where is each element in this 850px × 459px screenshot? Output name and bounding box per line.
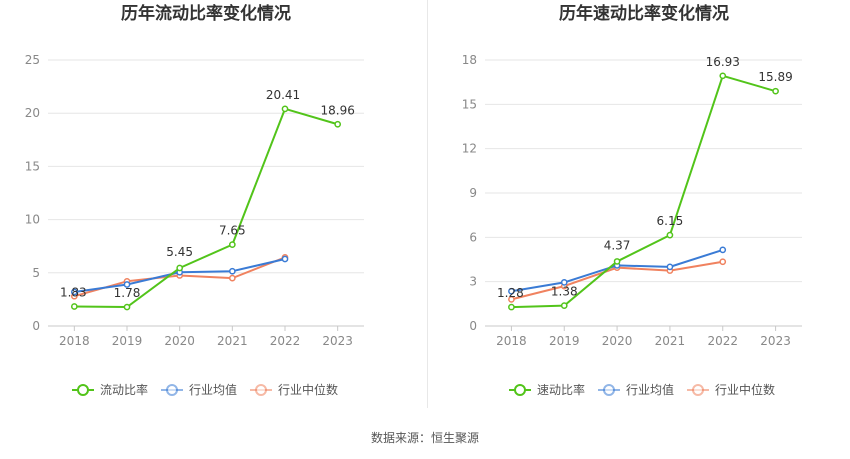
- data-point-mean: [70, 288, 78, 296]
- data-point-median: [719, 258, 727, 266]
- data-label: 6.15: [657, 214, 684, 228]
- data-point-main: [228, 241, 236, 248]
- legend-swatch-marker: [255, 384, 267, 396]
- data-point-mean: [228, 267, 236, 275]
- y-tick-label: 10: [25, 213, 40, 227]
- legend-label: 流动比率: [100, 382, 148, 397]
- y-tick-label: 25: [25, 53, 40, 67]
- y-tick-label: 6: [469, 230, 477, 244]
- x-tick-label: 2021: [217, 334, 248, 348]
- data-point-main: [666, 231, 674, 239]
- y-tick-label: 3: [469, 275, 477, 289]
- series-line-main: [511, 74, 776, 309]
- legend-label: 行业中位数: [278, 382, 338, 397]
- legend-swatch-marker: [77, 384, 89, 396]
- data-point-median: [508, 296, 515, 303]
- y-tick-label: 20: [25, 106, 40, 120]
- chart-title: 历年流动比率变化情况: [121, 3, 291, 24]
- panel-divider: [427, 0, 428, 408]
- y-tick-label: 15: [25, 159, 40, 173]
- data-label: 20.41: [266, 88, 300, 102]
- y-tick-label: 0: [469, 319, 477, 333]
- data-label: 15.89: [758, 70, 792, 84]
- data-label: 1.83: [60, 286, 87, 300]
- data-point-mean: [281, 255, 289, 263]
- data-label: 18.96: [320, 103, 354, 117]
- x-tick-label: 2023: [760, 334, 791, 348]
- x-tick-label: 2023: [322, 334, 353, 348]
- data-point-main: [719, 72, 727, 80]
- data-label: 4.37: [604, 238, 631, 252]
- legend-label: 行业均值: [189, 382, 237, 397]
- data-label: 7.65: [219, 224, 246, 238]
- x-tick-label: 2018: [59, 334, 90, 348]
- data-point-main: [613, 258, 621, 265]
- data-point-mean: [560, 279, 568, 286]
- y-tick-label: 18: [462, 53, 477, 67]
- data-label: 16.93: [706, 55, 740, 69]
- legend-label: 行业中位数: [715, 382, 775, 397]
- y-tick-label: 15: [462, 97, 477, 111]
- data-point-main: [560, 302, 568, 309]
- x-tick-label: 2021: [655, 334, 686, 348]
- data-point-median: [228, 274, 236, 282]
- legend-label: 行业均值: [626, 382, 674, 397]
- data-point-main: [70, 303, 78, 310]
- data-point-main: [281, 105, 289, 113]
- data-point-mean: [508, 287, 515, 295]
- data-point-main: [508, 303, 515, 311]
- data-point-mean: [666, 263, 674, 271]
- series-line-main: [74, 107, 338, 309]
- quick-ratio-chart: 历年速动比率变化情况 0 3 6 9 12 15 18 2018 2019 2020 2021 2022…: [462, 3, 802, 397]
- x-tick-label: 2018: [496, 334, 527, 348]
- data-point-main: [123, 303, 131, 311]
- legend-swatch-marker: [514, 384, 526, 396]
- legend-swatch-marker: [692, 384, 704, 396]
- y-tick-label: 5: [32, 266, 40, 280]
- y-tick-label: 9: [469, 186, 477, 200]
- data-label: 1.28: [497, 286, 524, 300]
- legend-swatch-marker: [166, 384, 178, 396]
- y-tick-label: 0: [32, 319, 40, 333]
- x-tick-label: 2022: [270, 334, 301, 348]
- x-tick-label: 2020: [164, 334, 195, 348]
- data-label: 5.45: [166, 245, 193, 259]
- chart-title: 历年速动比率变化情况: [559, 3, 729, 24]
- current-ratio-chart: 历年流动比率变化情况 0 5 10 15 20 25 2018 2019 2020 2021 2022…: [25, 3, 364, 397]
- legend-swatch-marker: [603, 384, 615, 396]
- data-point-main: [176, 264, 184, 272]
- x-tick-label: 2019: [112, 334, 143, 348]
- legend-label: 速动比率: [537, 382, 585, 397]
- data-point-main: [772, 87, 779, 95]
- x-tick-label: 2019: [549, 334, 580, 348]
- x-tick-label: 2022: [707, 334, 738, 348]
- y-tick-label: 12: [462, 142, 477, 156]
- data-point-main: [334, 120, 342, 128]
- data-label: 1.38: [551, 285, 578, 299]
- data-point-mean: [123, 281, 131, 288]
- data-label: 1.78: [114, 286, 141, 300]
- source-note: 数据来源：恒生聚源: [370, 431, 479, 445]
- data-point-mean: [719, 246, 727, 254]
- x-tick-label: 2020: [602, 334, 633, 348]
